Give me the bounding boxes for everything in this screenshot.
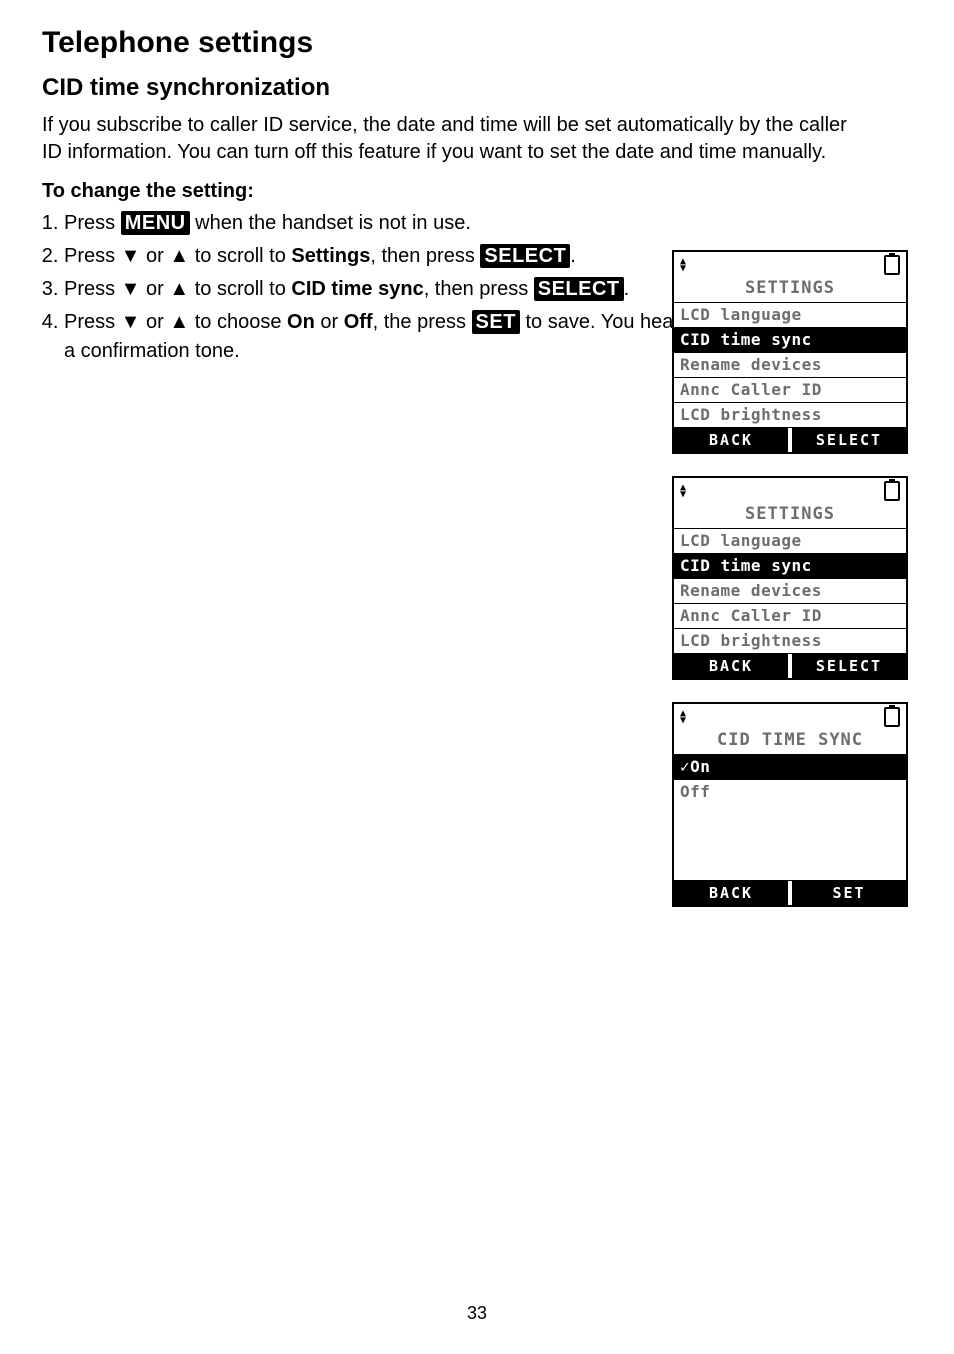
lcd-status-bar: ▲▼ (674, 704, 906, 728)
lcd-row: LCD language (674, 528, 906, 553)
step-3: Press ▼ or ▲ to scroll to CID time sync,… (64, 275, 684, 304)
lcd-softkeys: BACK SELECT (674, 653, 906, 678)
step-1: Press MENU when the handset is not in us… (64, 209, 684, 238)
step-text: Press (64, 212, 121, 234)
lcd-body: LCD language CID time sync Rename device… (674, 528, 906, 653)
page-title: Telephone settings (42, 26, 912, 60)
softkey-back: BACK (674, 881, 792, 905)
step-bold: Settings (291, 245, 370, 267)
softkey-back: BACK (674, 428, 792, 452)
softkey-back: BACK (674, 654, 792, 678)
lcd-row: LCD language (674, 302, 906, 327)
scroll-arrows-icon: ▲▼ (680, 258, 686, 272)
lcd-softkeys: BACK SELECT (674, 427, 906, 452)
lcd-row: Rename devices (674, 578, 906, 603)
softkey-set: SET (792, 881, 906, 905)
step-text: Press ▼ or ▲ to scroll to (64, 278, 291, 300)
lcd-row-selected: ✓On (674, 754, 906, 779)
lcd-status-bar: ▲▼ (674, 252, 906, 276)
set-button-label: SET (472, 310, 520, 334)
lcd-row: LCD brightness (674, 628, 906, 653)
scroll-arrows-icon: ▲▼ (680, 710, 686, 724)
step-bold: On (287, 311, 315, 333)
intro-paragraph: If you subscribe to caller ID service, t… (42, 112, 862, 166)
lcd-screen-cid-time-sync: ▲▼ CID TIME SYNC ✓On Off BACK SET (672, 702, 908, 907)
page-number: 33 (0, 1303, 954, 1324)
step-text: when the handset is not in use. (190, 212, 471, 234)
lcd-row: Off (674, 779, 906, 804)
lcd-row: Annc Caller ID (674, 377, 906, 402)
lcd-screen-settings-2: ▲▼ SETTINGS LCD language CID time sync R… (672, 476, 908, 680)
lcd-empty-space (674, 804, 906, 880)
step-bold: Off (344, 311, 373, 333)
steps-list: Press MENU when the handset is not in us… (42, 209, 684, 366)
lcd-row: LCD brightness (674, 402, 906, 427)
change-setting-heading: To change the setting: (42, 180, 912, 203)
lcd-screen-settings-1: ▲▼ SETTINGS LCD language CID time sync R… (672, 250, 908, 454)
step-4: Press ▼ or ▲ to choose On or Off, the pr… (64, 308, 684, 366)
lcd-body: ✓On Off (674, 754, 906, 880)
section-subtitle: CID time synchronization (42, 74, 912, 102)
step-text: or (315, 311, 344, 333)
step-text: . (624, 278, 630, 300)
softkey-select: SELECT (792, 428, 906, 452)
lcd-body: LCD language CID time sync Rename device… (674, 302, 906, 427)
step-text: Press ▼ or ▲ to choose (64, 311, 287, 333)
select-button-label: SELECT (534, 277, 624, 301)
select-button-label: SELECT (480, 244, 570, 268)
scroll-arrows-icon: ▲▼ (680, 484, 686, 498)
lcd-row: Annc Caller ID (674, 603, 906, 628)
battery-icon (884, 255, 900, 275)
step-text: , then press (370, 245, 480, 267)
step-text: . (570, 245, 576, 267)
lcd-screens-column: ▲▼ SETTINGS LCD language CID time sync R… (672, 250, 912, 929)
step-text: , then press (424, 278, 534, 300)
lcd-row-selected: CID time sync (674, 553, 906, 578)
lcd-row: Rename devices (674, 352, 906, 377)
lcd-softkeys: BACK SET (674, 880, 906, 905)
softkey-select: SELECT (792, 654, 906, 678)
step-text: Press ▼ or ▲ to scroll to (64, 245, 291, 267)
lcd-row-selected: CID time sync (674, 327, 906, 352)
battery-icon (884, 481, 900, 501)
lcd-title: SETTINGS (674, 502, 906, 528)
step-2: Press ▼ or ▲ to scroll to Settings, then… (64, 242, 684, 271)
lcd-title: SETTINGS (674, 276, 906, 302)
lcd-title: CID TIME SYNC (674, 728, 906, 754)
lcd-status-bar: ▲▼ (674, 478, 906, 502)
step-bold: CID time sync (291, 278, 423, 300)
step-text: , the press (373, 311, 472, 333)
menu-button-label: MENU (121, 211, 190, 235)
battery-icon (884, 707, 900, 727)
